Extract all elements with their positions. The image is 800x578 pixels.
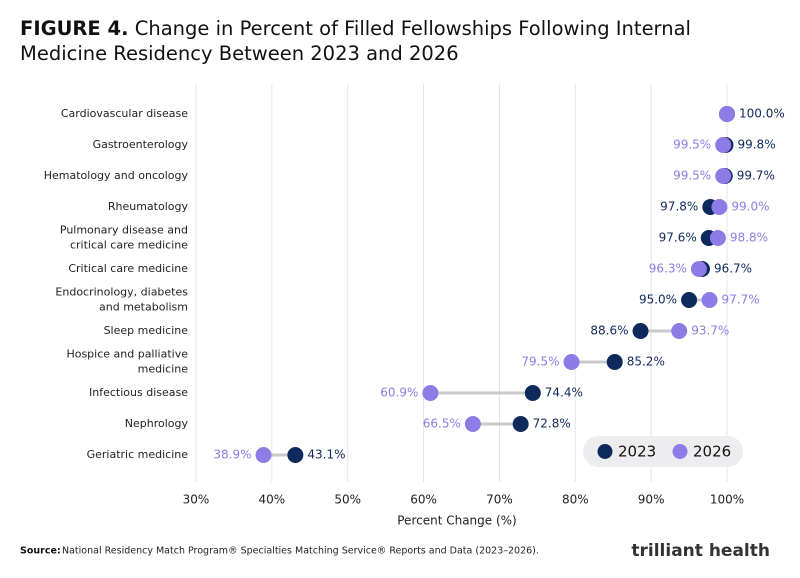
value-label: 99.7% (737, 169, 775, 183)
legend-box (583, 436, 743, 467)
category-label: Cardiovascular disease (61, 107, 188, 120)
dot-2026 (422, 385, 439, 401)
value-label: 93.7% (691, 324, 729, 338)
x-tick-label: 60% (410, 493, 437, 507)
value-label: 99.0% (731, 200, 769, 214)
dot-2026 (715, 168, 732, 184)
dot-2023 (606, 354, 623, 370)
x-tick-label: 90% (638, 493, 665, 507)
dot-2023 (681, 292, 698, 308)
value-label: 88.6% (590, 324, 628, 338)
x-tick-label: 30% (183, 493, 210, 507)
value-label: 43.1% (307, 448, 345, 462)
category-label: Hematology and oncology (44, 169, 189, 182)
category-label: Geriatric medicine (87, 448, 189, 461)
x-axis-title: Percent Change (%) (397, 514, 517, 528)
category-label: Pulmonary disease and critical care medic… (60, 224, 188, 252)
category-label: Hospice and palliative medicine (66, 348, 188, 376)
value-label: 99.8% (737, 138, 775, 152)
legend-label: 2026 (693, 443, 731, 461)
legend-marker (672, 444, 688, 459)
x-tick-label: 50% (334, 493, 361, 507)
dot-2026 (563, 354, 580, 370)
category-label: Nephrology (125, 417, 189, 430)
value-label: 99.5% (673, 169, 711, 183)
value-label: 38.9% (213, 448, 251, 462)
value-label: 97.8% (660, 200, 698, 214)
value-label: 96.7% (714, 262, 752, 276)
chart-title: Change in Percent of Filled Fellowships … (20, 17, 691, 65)
x-tick-label: 80% (562, 493, 589, 507)
title-block: FIGURE 4. Change in Percent of Filled Fe… (20, 16, 760, 66)
dot-2023 (287, 447, 304, 463)
title-prefix: FIGURE 4. (20, 17, 129, 40)
source-text: National Residency Match Program® Specia… (62, 546, 539, 557)
x-tick-label: 70% (486, 493, 513, 507)
dot-2026 (464, 416, 481, 432)
value-label: 79.5% (521, 355, 559, 369)
dot-2026 (690, 261, 707, 277)
logo: trilliant health (631, 541, 770, 561)
dot-2026 (709, 230, 726, 246)
value-label: 99.5% (673, 138, 711, 152)
value-label: 60.9% (380, 386, 418, 400)
dot-2023 (632, 323, 649, 339)
category-label: Rheumatology (108, 200, 189, 213)
category-label: Infectious disease (89, 386, 188, 399)
dot-2026 (711, 199, 728, 215)
value-label: 74.4% (545, 386, 583, 400)
category-label: Critical care medicine (68, 262, 188, 275)
dot-2026 (701, 292, 718, 308)
value-label: 98.8% (730, 231, 768, 245)
value-label: 100.0% (739, 107, 785, 121)
dot-2023 (524, 385, 541, 401)
value-label: 85.2% (627, 355, 665, 369)
source-label: Source: (20, 546, 61, 557)
category-label: Gastroenterology (93, 138, 189, 151)
legend-label: 2023 (618, 443, 656, 461)
value-label: 66.5% (423, 417, 461, 431)
dot-2026 (671, 323, 688, 339)
category-label: Sleep medicine (104, 324, 189, 337)
dot-2026 (715, 137, 732, 153)
value-label: 97.7% (722, 293, 760, 307)
dot-2023 (512, 416, 529, 432)
category-label: Endocrinology, diabetes and metabolism (55, 286, 188, 314)
value-label: 97.6% (659, 231, 697, 245)
value-label: 72.8% (533, 417, 571, 431)
dot-2026 (255, 447, 272, 463)
value-label: 96.3% (649, 262, 687, 276)
dot-2026 (719, 106, 735, 122)
x-tick-label: 100% (710, 493, 744, 507)
legend-marker (597, 444, 613, 459)
value-label: 95.0% (639, 293, 677, 307)
x-tick-label: 40% (259, 493, 286, 507)
